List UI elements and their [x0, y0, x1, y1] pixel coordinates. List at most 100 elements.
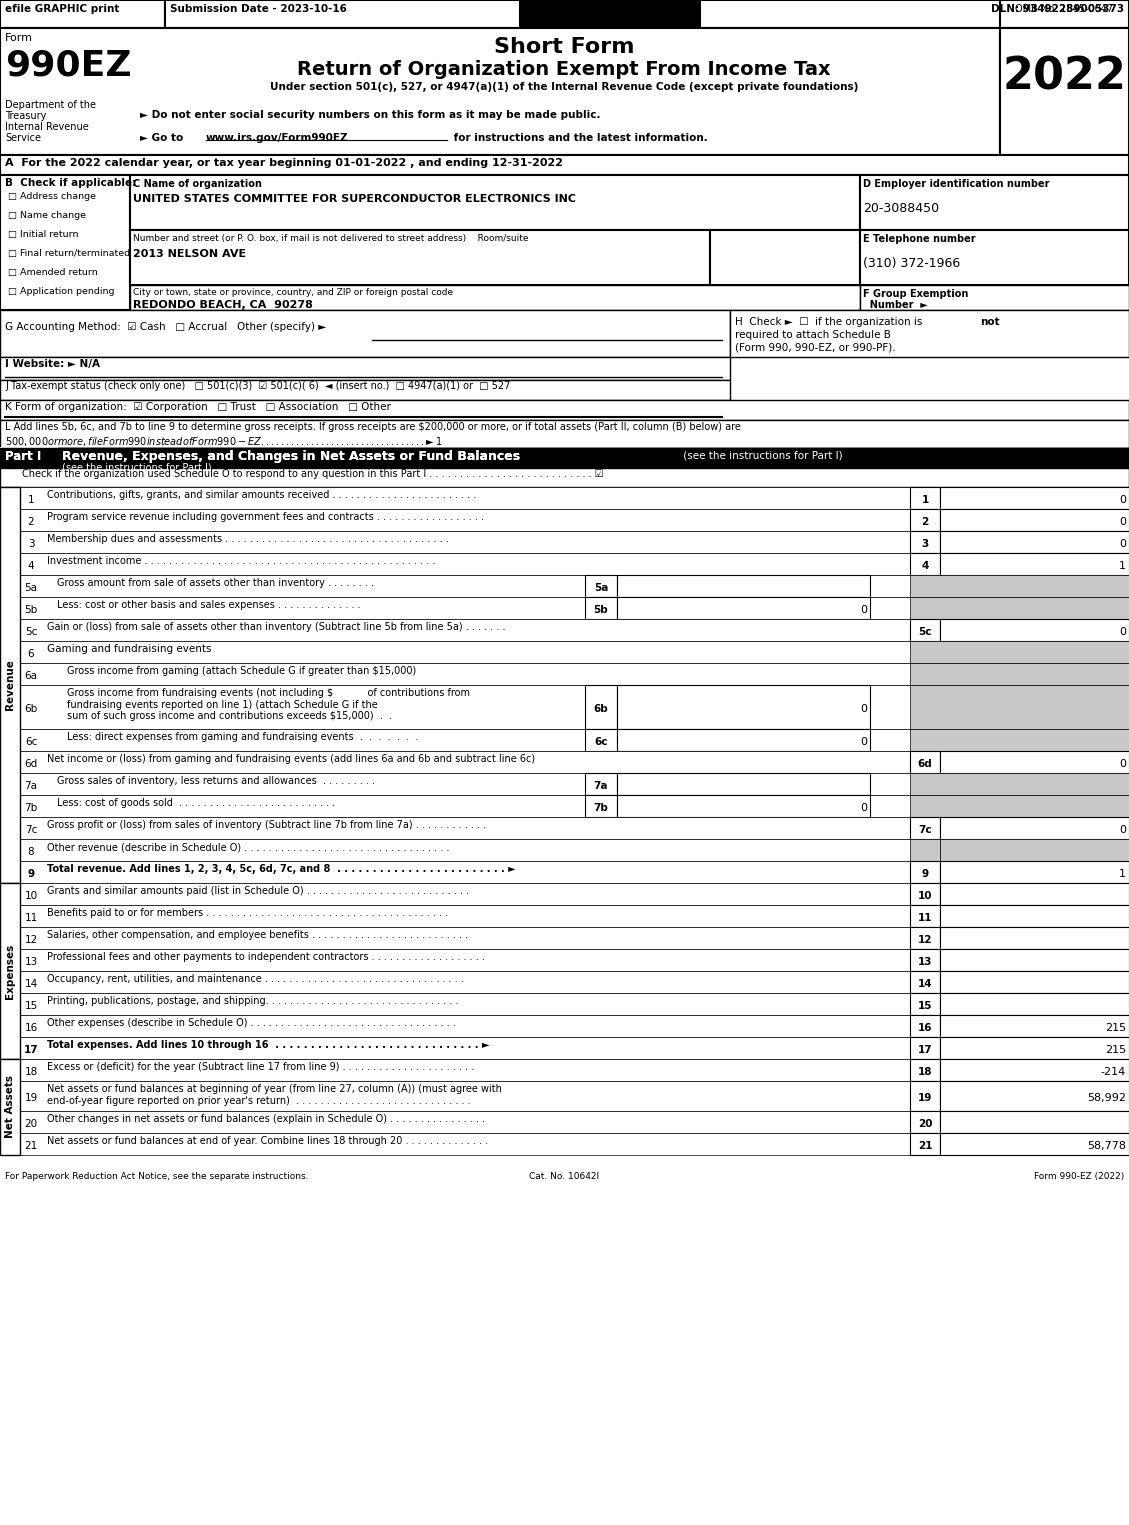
Bar: [0, 0, 1129, 27]
Bar: [710, 230, 860, 285]
Text: Net income or (loss) from gaming and fundraising events (add lines 6a and 6b and: Net income or (loss) from gaming and fun…: [47, 753, 535, 764]
Text: 11: 11: [918, 913, 933, 923]
Text: 19: 19: [25, 1093, 37, 1103]
Text: Check if the organization used Schedule O to respond to any question in this Par: Check if the organization used Schedule …: [21, 470, 604, 479]
Bar: [20, 904, 1129, 927]
Text: Revenue: Revenue: [5, 659, 15, 711]
Text: □ Address change: □ Address change: [8, 192, 96, 201]
Bar: [910, 729, 1129, 750]
Bar: [20, 1037, 1129, 1058]
Text: Internal Revenue: Internal Revenue: [5, 122, 89, 133]
Text: 0: 0: [1119, 496, 1126, 505]
Text: 9: 9: [27, 869, 35, 878]
Bar: [910, 971, 940, 993]
Text: G Accounting Method:  ☑ Cash   □ Accrual   Other (specify) ►: G Accounting Method: ☑ Cash □ Accrual Ot…: [5, 322, 326, 332]
Bar: [940, 904, 1129, 927]
Text: A  For the 2022 calendar year, or tax year beginning 01-01-2022 , and ending 12-: A For the 2022 calendar year, or tax yea…: [5, 159, 563, 168]
Text: J Tax-exempt status (check only one)   □ 501(c)(3)  ☑ 501(c)( 6)  ◄ (insert no.): J Tax-exempt status (check only one) □ 5…: [5, 381, 510, 390]
Text: 9: 9: [921, 869, 928, 878]
Text: Other expenses (describe in Schedule O) . . . . . . . . . . . . . . . . . . . . : Other expenses (describe in Schedule O) …: [47, 1019, 456, 1028]
Bar: [940, 1112, 1129, 1133]
Text: F Group Exemption: F Group Exemption: [863, 290, 969, 299]
Bar: [1000, 27, 1129, 156]
Text: 5b: 5b: [594, 605, 609, 615]
Bar: [0, 448, 1129, 468]
Bar: [20, 862, 1129, 883]
Bar: [20, 839, 1129, 862]
Bar: [0, 175, 130, 310]
Bar: [910, 839, 940, 862]
Bar: [910, 1016, 940, 1037]
Bar: [910, 927, 940, 949]
Text: 6c: 6c: [25, 737, 37, 747]
Text: $500,000 or more, file Form 990 instead of Form 990-EZ . . . . . . . . . . . . .: $500,000 or more, file Form 990 instead …: [5, 435, 443, 448]
Bar: [940, 1058, 1129, 1081]
Bar: [0, 156, 1129, 175]
Bar: [940, 927, 1129, 949]
Text: 10: 10: [918, 891, 933, 901]
Bar: [20, 619, 1129, 640]
Bar: [910, 795, 1129, 817]
Text: 7c: 7c: [918, 825, 931, 836]
Text: 1: 1: [1119, 561, 1126, 570]
Text: 21: 21: [918, 1141, 933, 1151]
Bar: [910, 575, 1129, 596]
Bar: [618, 729, 870, 750]
Text: 20: 20: [25, 1119, 37, 1128]
Text: Total expenses. Add lines 10 through 16  . . . . . . . . . . . . . . . . . . . .: Total expenses. Add lines 10 through 16 …: [47, 1040, 489, 1051]
Bar: [165, 0, 520, 27]
Text: Less: cost of goods sold  . . . . . . . . . . . . . . . . . . . . . . . . . .: Less: cost of goods sold . . . . . . . .…: [56, 798, 335, 808]
Text: 58,778: 58,778: [1087, 1141, 1126, 1151]
Bar: [20, 531, 1129, 554]
Text: Cat. No. 10642I: Cat. No. 10642I: [530, 1173, 599, 1180]
Text: Contributions, gifts, grants, and similar amounts received . . . . . . . . . . .: Contributions, gifts, grants, and simila…: [47, 490, 476, 500]
Text: 58,992: 58,992: [1087, 1093, 1126, 1103]
Bar: [20, 1016, 1129, 1037]
Text: Excess or (deficit) for the year (Subtract line 17 from line 9) . . . . . . . . : Excess or (deficit) for the year (Subtra…: [47, 1061, 474, 1072]
Text: 13: 13: [918, 958, 933, 967]
Bar: [940, 817, 1129, 839]
Text: Short Form: Short Form: [493, 37, 634, 56]
Bar: [20, 509, 1129, 531]
Text: 18: 18: [25, 1068, 37, 1077]
Bar: [910, 663, 1129, 685]
Bar: [940, 1081, 1129, 1112]
Text: 215: 215: [1105, 1023, 1126, 1032]
Bar: [910, 1037, 940, 1058]
Text: 19: 19: [918, 1093, 933, 1103]
Bar: [940, 1133, 1129, 1154]
Bar: [20, 1058, 1129, 1081]
Text: 6d: 6d: [25, 759, 37, 769]
Text: 16: 16: [918, 1023, 933, 1032]
Text: www.irs.gov/Form990EZ: www.irs.gov/Form990EZ: [205, 133, 349, 143]
Text: 0: 0: [1119, 825, 1126, 836]
Text: Net Assets: Net Assets: [5, 1075, 15, 1139]
Text: UNITED STATES COMMITTEE FOR SUPERCONDUCTOR ELECTRONICS INC: UNITED STATES COMMITTEE FOR SUPERCONDUCT…: [133, 194, 576, 204]
Text: Gaming and fundraising events: Gaming and fundraising events: [47, 644, 211, 654]
Bar: [20, 486, 1129, 509]
Text: 20-3088450: 20-3088450: [863, 201, 939, 215]
Text: 2022: 2022: [1003, 55, 1126, 98]
Text: 6: 6: [28, 650, 34, 659]
Text: Other changes in net assets or fund balances (explain in Schedule O) . . . . . .: Other changes in net assets or fund bala…: [47, 1113, 485, 1124]
Bar: [730, 310, 1129, 357]
Text: efile GRAPHIC print: efile GRAPHIC print: [5, 5, 120, 14]
Bar: [910, 949, 940, 971]
Text: □ Application pending: □ Application pending: [8, 287, 114, 296]
Bar: [910, 1133, 940, 1154]
Text: City or town, state or province, country, and ZIP or foreign postal code: City or town, state or province, country…: [133, 288, 453, 297]
Text: (310) 372-1966: (310) 372-1966: [863, 258, 961, 270]
Text: Net assets or fund balances at end of year. Combine lines 18 through 20 . . . . : Net assets or fund balances at end of ye…: [47, 1136, 488, 1145]
Text: □ Name change: □ Name change: [8, 210, 86, 220]
Bar: [0, 0, 165, 27]
Text: 0: 0: [860, 705, 867, 714]
Text: I Website: ► N/A: I Website: ► N/A: [5, 358, 100, 369]
Text: (see the instructions for Part I): (see the instructions for Part I): [62, 462, 211, 473]
Bar: [20, 596, 1129, 619]
Text: Number  ►: Number ►: [863, 300, 928, 310]
Text: 215: 215: [1105, 1045, 1126, 1055]
Bar: [910, 817, 940, 839]
Bar: [910, 640, 1129, 663]
Bar: [910, 596, 1129, 619]
Text: Expenses: Expenses: [5, 944, 15, 999]
